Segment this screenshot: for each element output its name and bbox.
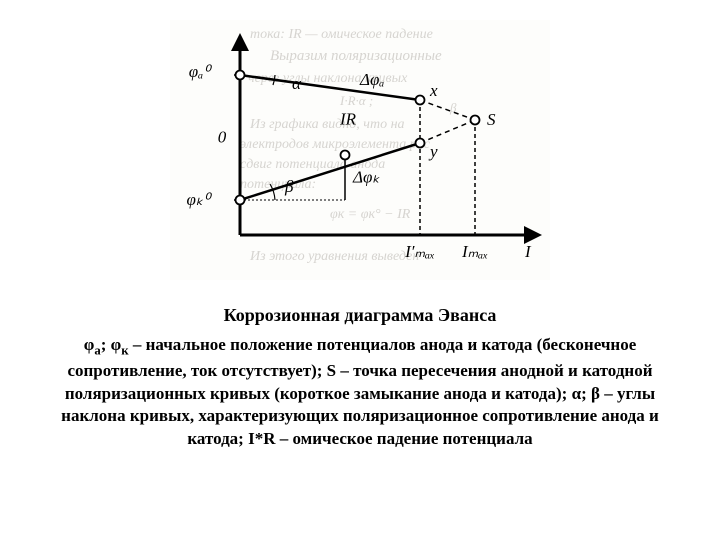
- svg-text:0: 0: [218, 128, 227, 147]
- svg-text:φₐ⁰: φₐ⁰: [189, 62, 212, 81]
- svg-text:Iₘₐₓ: Iₘₐₓ: [461, 242, 488, 261]
- svg-text:I′ₘₐₓ: I′ₘₐₓ: [404, 242, 435, 261]
- svg-text:Выразим поляризационные: Выразим поляризационные: [270, 48, 442, 64]
- svg-text:x: x: [429, 81, 438, 100]
- svg-text:y: y: [428, 142, 438, 161]
- evans-diagram: тока: IR — омическое падение Выразим поля…: [170, 20, 550, 280]
- svg-text:φₖ⁰: φₖ⁰: [187, 190, 213, 209]
- svg-text:тока: IR — омическое падение: тока: IR — омическое падение: [250, 27, 433, 42]
- svg-text:Из графика видно, что на: Из графика видно, что на: [249, 117, 405, 132]
- caption-body: φа; φк – начальное положение потенциалов…: [40, 334, 680, 451]
- svg-text:IR: IR: [339, 110, 357, 129]
- caption-title: Коррозионная диаграмма Эванса: [224, 305, 497, 326]
- svg-text:Δφₖ: Δφₖ: [352, 168, 380, 187]
- svg-text:φк = φк° − IR: φк = φк° − IR: [330, 207, 411, 222]
- svg-text:β: β: [284, 177, 294, 196]
- svg-text:S: S: [487, 110, 496, 129]
- svg-text:I·R·α ;: I·R·α ;: [339, 93, 373, 108]
- svg-text:α: α: [292, 74, 302, 93]
- svg-text:Из этого уравнения выведен: Из этого уравнения выведен: [249, 249, 419, 264]
- svg-text:Δφₐ: Δφₐ: [359, 70, 384, 89]
